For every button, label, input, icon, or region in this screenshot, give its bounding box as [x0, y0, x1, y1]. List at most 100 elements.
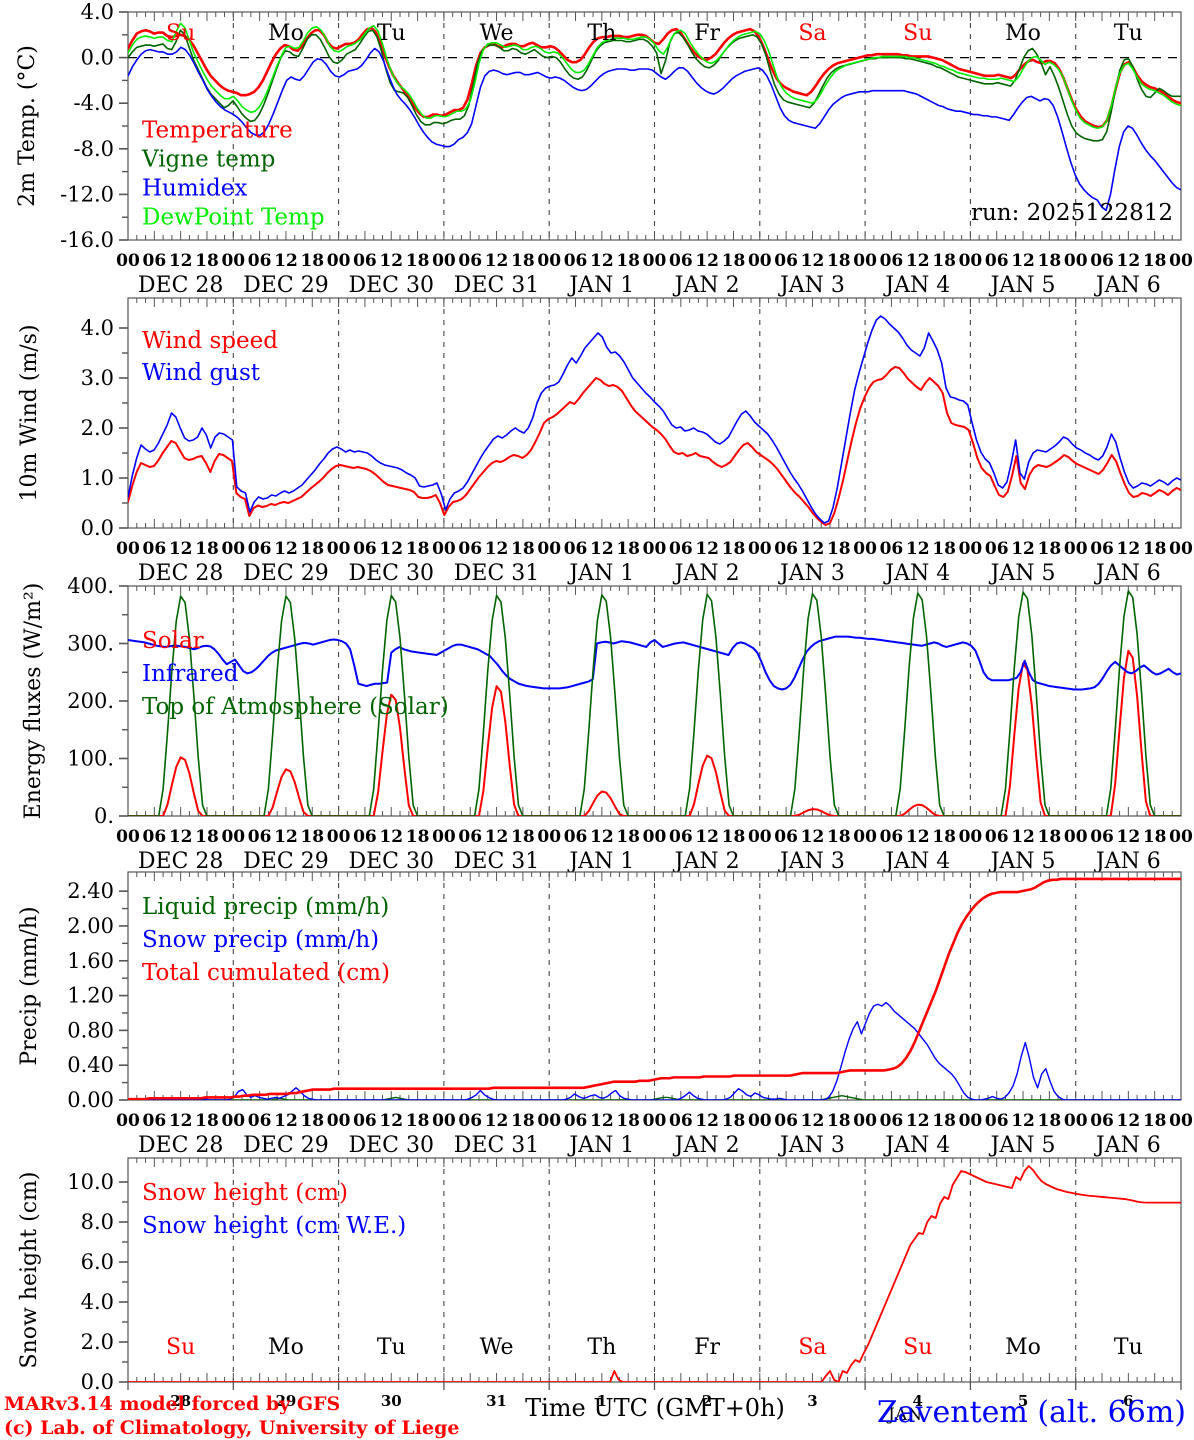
hour-tick-label: 00: [1064, 251, 1088, 271]
hour-tick-label: 06: [985, 539, 1009, 559]
hour-tick-label: 18: [406, 827, 430, 847]
day-label: JAN 1: [567, 561, 634, 586]
hour-tick-label: 00: [221, 827, 245, 847]
day-label: JAN 5: [989, 1133, 1056, 1158]
hour-tick-label: 18: [195, 251, 219, 271]
hour-tick-label: 12: [379, 251, 403, 271]
hour-tick-label: 12: [906, 539, 930, 559]
hour-tick-label: 00: [327, 539, 351, 559]
hour-tick-label: 00: [221, 251, 245, 271]
hour-tick-label: 00: [1169, 827, 1193, 847]
hour-tick-label: 12: [485, 827, 509, 847]
hour-tick-label: 18: [722, 251, 746, 271]
hour-tick-label: 18: [1143, 827, 1167, 847]
hour-tick-label: 18: [616, 1111, 640, 1131]
series-snow-height-cm-: [128, 1165, 1181, 1382]
run-label: run: 2025122812: [971, 200, 1173, 226]
weekday-label-fr-5: Fr: [694, 21, 720, 46]
hour-tick-label: 06: [669, 1111, 693, 1131]
xaxis-wind: 00 06 12 18 00 06 12 18 00 06 12 18 00 06 12 18 00 06 12 18…: [116, 539, 1193, 586]
y-axis-title: 10m Wind (m/s): [17, 324, 42, 501]
hour-tick-label: 00: [853, 539, 877, 559]
day-label: JAN 6: [1094, 273, 1161, 298]
series-group: [128, 315, 1181, 526]
hour-tick-label: 00: [1169, 251, 1193, 271]
hour-tick-label: 06: [248, 251, 272, 271]
hour-tick-label: 00: [959, 1111, 983, 1131]
day-label: JAN 4: [883, 849, 950, 874]
weekday-label-we-3: We: [480, 1335, 514, 1360]
hour-tick-label: 12: [169, 251, 193, 271]
hour-tick-label: 06: [774, 539, 798, 559]
day-label: DEC 29: [243, 849, 329, 874]
day-label: DEC 30: [348, 1133, 434, 1158]
y-axis-title: 2m Temp. (°C): [15, 45, 40, 207]
day-label: DEC 30: [348, 849, 434, 874]
hour-tick-label: 06: [880, 827, 904, 847]
hour-tick-label: 12: [590, 827, 614, 847]
weekday-label-tu-9: Tu: [1114, 21, 1143, 46]
hour-tick-label: 06: [353, 539, 377, 559]
hour-tick-label: 18: [616, 827, 640, 847]
bottom-day-number: 4: [913, 1392, 923, 1410]
hour-tick-label: 18: [616, 251, 640, 271]
hour-tick-label: 12: [485, 251, 509, 271]
legend-wind-speed: Wind speed: [142, 328, 278, 354]
bottom-day-number: 3: [807, 1392, 817, 1410]
series-dewpoint-temp: [128, 22, 1181, 130]
hour-tick-label: 06: [142, 251, 166, 271]
hour-tick-label: 18: [827, 539, 851, 559]
legend-vigne-temp: Vigne temp: [141, 146, 275, 172]
hour-tick-label: 12: [274, 251, 298, 271]
model-credit-line2: (c) Lab. of Climatology, University of L…: [4, 1417, 459, 1439]
hour-tick-label: 12: [1117, 827, 1141, 847]
hour-tick-label: 06: [669, 251, 693, 271]
hour-tick-label: 06: [142, 827, 166, 847]
hour-tick-label: 00: [853, 1111, 877, 1131]
station-label: Zaventem (alt. 66m): [877, 1395, 1186, 1430]
y-tick-label: 8.0: [81, 1210, 114, 1234]
y-tick-label: 1.0: [81, 466, 114, 490]
day-label: JAN 2: [673, 273, 740, 298]
hour-tick-label: 06: [774, 1111, 798, 1131]
hour-tick-label: 12: [1011, 539, 1035, 559]
hour-tick-label: 00: [432, 251, 456, 271]
hour-tick-label: 12: [801, 827, 825, 847]
bottom-day-number: 30: [381, 1392, 402, 1410]
hour-tick-label: 12: [590, 1111, 614, 1131]
legend-wind: Wind speed Wind gust: [142, 328, 278, 386]
weekday-label-su-7: Su: [903, 1335, 932, 1360]
day-label: JAN 6: [1094, 849, 1161, 874]
hour-tick-label: 00: [432, 539, 456, 559]
hour-tick-label: 00: [959, 251, 983, 271]
day-label: DEC 31: [454, 273, 540, 298]
bottom-day-number: 2: [702, 1392, 712, 1410]
hour-tick-label: 12: [379, 539, 403, 559]
y-tick-label: 0.40: [67, 1053, 114, 1077]
xaxis-precip: 00 06 12 18 00 06 12 18 00 06 12 18 00 06 12 18 00 06 12 18…: [116, 1111, 1193, 1158]
legend-snow_height: Snow height (cm) Snow height (cm W.E.): [142, 1180, 406, 1239]
hour-tick-label: 18: [932, 1111, 956, 1131]
hour-tick-label: 00: [116, 1111, 140, 1131]
day-label: DEC 31: [454, 849, 540, 874]
day-label: DEC 28: [138, 849, 224, 874]
weekday-label-tu-9: Tu: [1114, 1335, 1143, 1360]
hour-tick-label: 06: [248, 827, 272, 847]
hour-tick-label: 18: [722, 827, 746, 847]
hour-tick-label: 12: [906, 1111, 930, 1131]
bottom-day-number: 1: [597, 1392, 607, 1410]
hour-tick-label: 12: [801, 1111, 825, 1131]
hour-tick-label: 12: [1011, 827, 1035, 847]
weekday-label-mo-1: Mo: [268, 21, 304, 46]
hour-tick-label: 00: [432, 1111, 456, 1131]
hour-tick-label: 06: [564, 1111, 588, 1131]
legend-liquid-precip-mm-h-: Liquid precip (mm/h): [142, 894, 389, 920]
y-tick-label: 2.00: [67, 914, 114, 938]
hour-tick-label: 12: [695, 827, 719, 847]
panel-energy_fluxes: 400. 300. 200. 100. 0. Energy fluxes (W/m²) So…: [21, 574, 1182, 828]
hour-tick-label: 12: [169, 827, 193, 847]
hour-tick-label: 00: [221, 539, 245, 559]
hour-tick-label: 12: [801, 539, 825, 559]
